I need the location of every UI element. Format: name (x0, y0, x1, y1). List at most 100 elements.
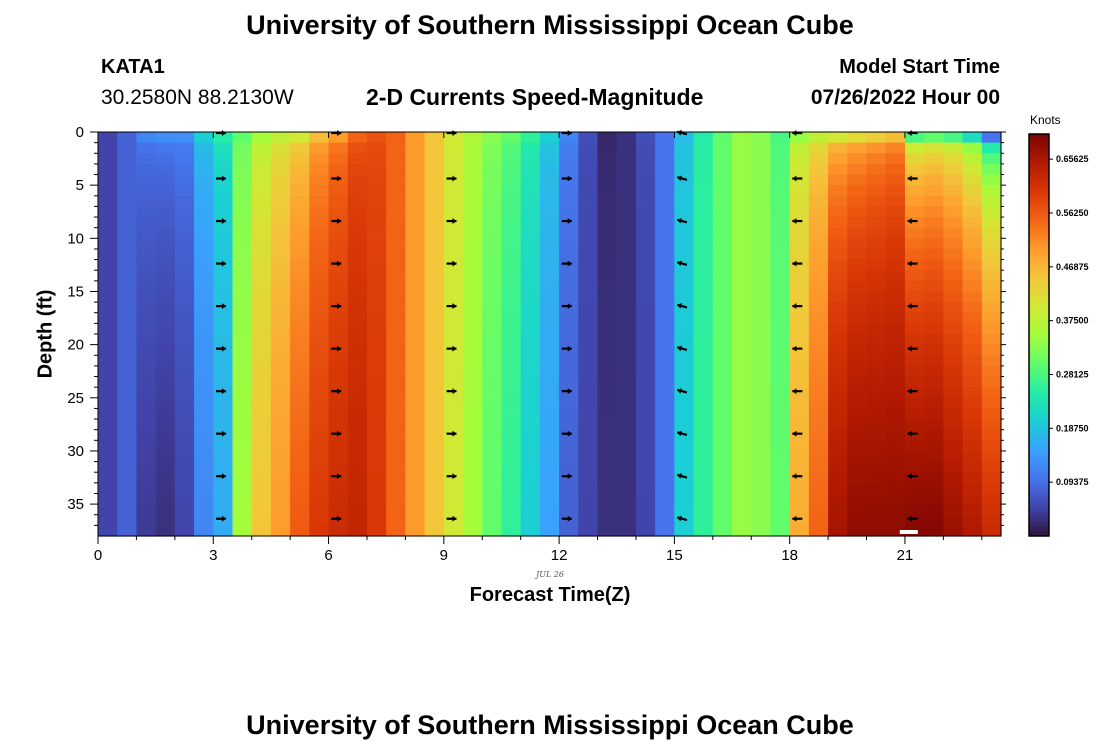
heatmap-cell (981, 344, 1002, 356)
station-id: KATA1 (101, 56, 165, 78)
heatmap-cell (366, 142, 387, 154)
heatmap-cell (232, 419, 253, 431)
heatmap-cell (194, 280, 214, 293)
heatmap-cell (693, 397, 714, 410)
heatmap-cell (808, 429, 829, 441)
heatmap-cell (309, 174, 330, 186)
heatmap-cell (136, 419, 157, 431)
heatmap-cell (866, 334, 887, 346)
heatmap-cell (424, 248, 445, 261)
heatmap-cell (155, 482, 176, 495)
heatmap-cell (251, 493, 272, 505)
heatmap-cell (693, 280, 714, 293)
heatmap-cell (789, 514, 810, 526)
heatmap-cell (808, 376, 829, 388)
heatmap-cell (155, 259, 176, 271)
heatmap-cell (232, 525, 253, 537)
heatmap-cell (309, 142, 330, 154)
heatmap-cell (635, 195, 656, 208)
heatmap-cell (424, 525, 445, 537)
heatmap-cell (635, 355, 656, 367)
heatmap-cell (751, 217, 772, 229)
heatmap-cell (866, 440, 887, 452)
heatmap-cell (655, 472, 675, 484)
heatmap-cell (347, 163, 368, 176)
heatmap-cell (693, 482, 714, 495)
heatmap-cell (828, 312, 848, 324)
heatmap-cell (616, 429, 637, 441)
heatmap-cell (732, 355, 752, 367)
heatmap-cell (520, 419, 541, 431)
heatmap-cell (981, 238, 1002, 250)
colorbar (1028, 133, 1050, 537)
heatmap-cell (712, 365, 733, 378)
heatmap-cell (808, 419, 829, 431)
heatmap-cell (98, 280, 118, 293)
heatmap-cell (270, 472, 291, 484)
heatmap-cell (866, 408, 887, 420)
heatmap-cell (424, 387, 445, 399)
heatmap-cell (213, 291, 234, 303)
heatmap-cell (501, 227, 522, 239)
heatmap-cell (213, 312, 234, 324)
heatmap-cell (174, 397, 195, 410)
heatmap-cell (693, 259, 714, 271)
heatmap-cell (155, 514, 176, 526)
heatmap-cell (751, 238, 772, 250)
heatmap-cell (904, 291, 925, 303)
heatmap-cell (559, 450, 579, 463)
heatmap-cell (962, 195, 983, 208)
heatmap-cell (751, 450, 772, 463)
heatmap-cell (347, 238, 368, 250)
heatmap-cell (328, 238, 349, 250)
heatmap-cell (712, 323, 733, 335)
heatmap-cell (616, 344, 637, 356)
heatmap-cell (962, 185, 983, 197)
heatmap-cell (405, 397, 426, 410)
colorbar-tick-label: 0.28125 (1056, 369, 1089, 379)
heatmap-cell (347, 153, 368, 165)
heatmap-cell (270, 142, 291, 154)
heatmap-cell (98, 387, 118, 399)
heatmap-cell (732, 291, 752, 303)
heatmap-cell (347, 195, 368, 208)
heatmap-cell (98, 408, 118, 420)
heatmap-cell (712, 302, 733, 314)
heatmap-cell (136, 142, 157, 154)
heatmap-cell (828, 302, 848, 314)
heatmap-cell (616, 334, 637, 346)
heatmap-cell (597, 408, 618, 420)
heatmap-cell (693, 312, 714, 324)
heatmap-cell (789, 323, 810, 335)
heatmap-cell (712, 387, 733, 399)
heatmap-cell (194, 504, 214, 516)
heatmap-cell (290, 365, 310, 378)
heatmap-cell (347, 472, 368, 484)
heatmap-cell (732, 259, 752, 271)
heatmap-cell (482, 514, 503, 526)
heatmap-cell (943, 429, 964, 441)
heatmap-cell (270, 355, 291, 367)
heatmap-cell (770, 291, 791, 303)
heatmap-cell (828, 142, 848, 154)
heatmap-cell (136, 408, 157, 420)
heatmap-cell (366, 504, 387, 516)
heatmap-cell (885, 270, 906, 282)
heatmap-cell (847, 440, 868, 452)
heatmap-cell (463, 408, 483, 420)
heatmap-cell (117, 217, 138, 229)
heatmap-cell (655, 376, 675, 388)
heatmap-cell (194, 206, 214, 218)
heatmap-cell (501, 153, 522, 165)
heatmap-cell (270, 132, 291, 144)
heatmap-cell (866, 514, 887, 526)
heatmap-cell (789, 280, 810, 293)
heatmap-cell (847, 408, 868, 420)
heatmap-cell (117, 206, 138, 218)
heatmap-cell (578, 195, 599, 208)
heatmap-cell (693, 334, 714, 346)
heatmap-cell (904, 376, 925, 388)
heatmap-cell (386, 163, 406, 176)
current-arrow (792, 388, 803, 395)
heatmap-cell (463, 153, 483, 165)
